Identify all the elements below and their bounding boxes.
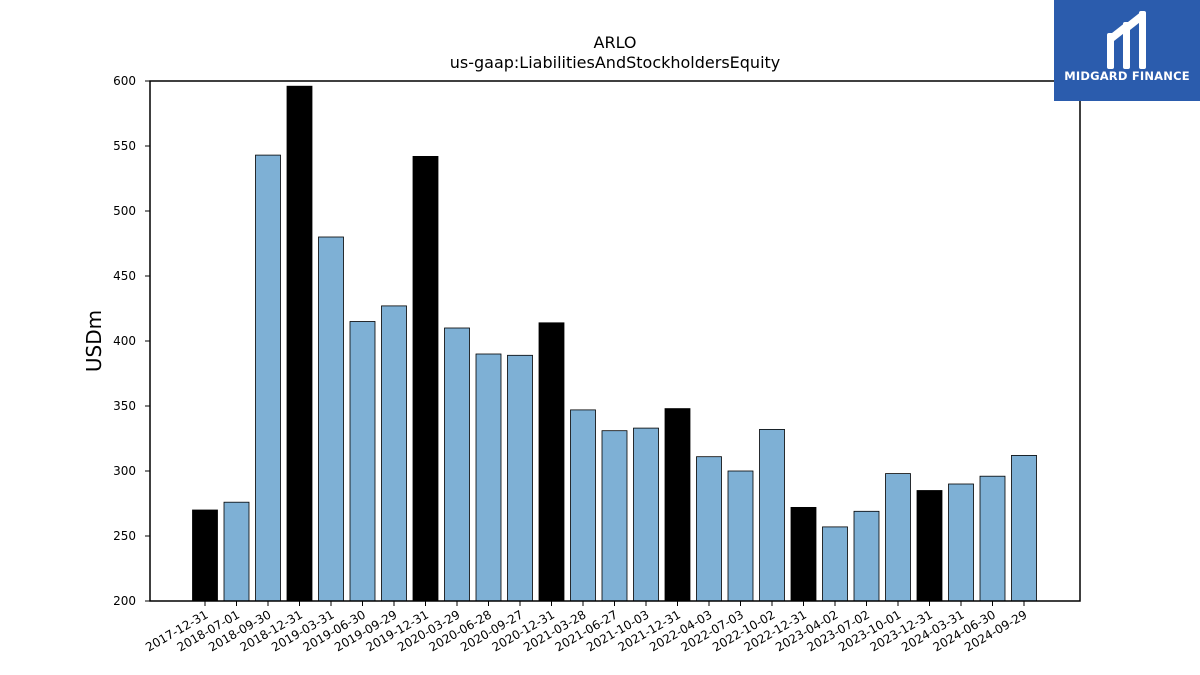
- brand-name: MIDGARD FINANCE: [1064, 69, 1190, 83]
- bar-2022-10-02: [759, 428, 785, 602]
- bar-2022-07-03: [727, 470, 754, 602]
- bar-2023-04-02: [822, 526, 848, 602]
- y-axis: 200 250 300 350 400 450 500 550 600: [113, 74, 150, 608]
- bar-2021-10-03: [633, 427, 659, 602]
- bar-2024-09-29: [1011, 454, 1037, 602]
- midgard-finance-logo: MIDGARD FINANCE: [1054, 0, 1200, 101]
- bar-2023-10-01: [885, 473, 911, 602]
- y-tick-label: 600: [113, 74, 136, 88]
- bar-2020-12-31: [538, 322, 565, 602]
- y-tick-label: 500: [113, 204, 136, 218]
- bar-2019-09-29: [381, 305, 407, 602]
- y-tick-label: 400: [113, 334, 136, 348]
- y-tick-label: 250: [113, 529, 136, 543]
- bar-2017-12-31: [192, 509, 218, 602]
- y-tick-label: 550: [113, 139, 136, 153]
- bar-2024-03-31: [948, 483, 974, 602]
- chart-title: ARLO: [594, 33, 637, 52]
- bar-2022-04-03: [696, 456, 722, 602]
- bar-2020-03-29: [444, 327, 470, 602]
- bar-2021-03-28: [570, 409, 596, 602]
- bar-2018-09-30: [255, 154, 281, 602]
- y-tick-label: 300: [113, 464, 136, 478]
- x-axis: 2017-12-312018-07-012018-09-302018-12-31…: [143, 601, 1030, 654]
- chart-subtitle: us-gaap:LiabilitiesAndStockholdersEquity: [450, 53, 781, 72]
- bar-2018-12-31: [286, 85, 313, 602]
- bar-2020-09-27: [507, 354, 533, 602]
- bar-2019-03-31: [318, 236, 344, 602]
- bar-2024-06-30: [979, 475, 1006, 602]
- bar-2019-12-31: [412, 155, 439, 602]
- bar-2021-06-27: [601, 430, 628, 602]
- midgard-logo-icon: [1107, 11, 1146, 69]
- bar-2023-12-31: [916, 490, 943, 602]
- bar-2021-12-31: [664, 408, 691, 602]
- y-axis-label: USDm: [82, 310, 106, 372]
- y-tick-label: 200: [113, 594, 136, 608]
- bars-group: [192, 85, 1037, 602]
- bar-2019-06-30: [349, 321, 376, 602]
- bar-2018-07-01: [223, 501, 250, 602]
- plot-frame: [149, 80, 1081, 602]
- bar-2022-12-31: [790, 506, 817, 602]
- bar-2020-06-28: [475, 353, 502, 602]
- bar-2023-07-02: [853, 510, 880, 602]
- y-tick-label: 450: [113, 269, 136, 283]
- y-tick-label: 350: [113, 399, 136, 413]
